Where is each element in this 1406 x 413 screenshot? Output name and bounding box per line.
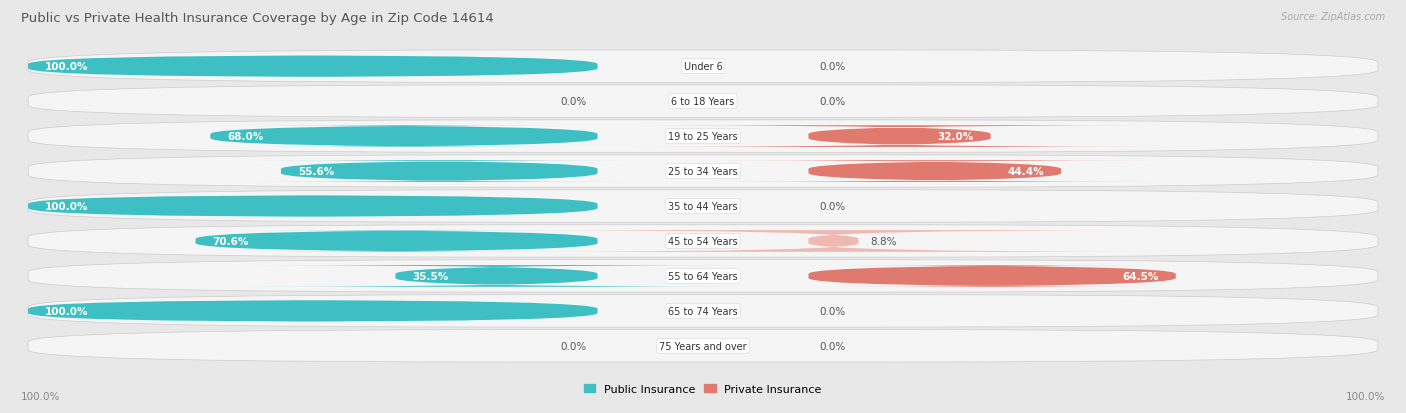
Text: Source: ZipAtlas.com: Source: ZipAtlas.com bbox=[1281, 12, 1385, 22]
Text: 0.0%: 0.0% bbox=[560, 341, 586, 351]
Text: 100.0%: 100.0% bbox=[45, 202, 89, 211]
FancyBboxPatch shape bbox=[28, 295, 1378, 328]
FancyBboxPatch shape bbox=[28, 121, 1378, 153]
Text: 55 to 64 Years: 55 to 64 Years bbox=[668, 271, 738, 281]
Text: 75 Years and over: 75 Years and over bbox=[659, 341, 747, 351]
FancyBboxPatch shape bbox=[246, 266, 747, 287]
Text: 100.0%: 100.0% bbox=[1346, 391, 1385, 401]
FancyBboxPatch shape bbox=[246, 161, 633, 183]
Text: 25 to 34 Years: 25 to 34 Years bbox=[668, 166, 738, 177]
FancyBboxPatch shape bbox=[28, 225, 1378, 258]
Text: 100.0%: 100.0% bbox=[45, 306, 89, 316]
Text: 70.6%: 70.6% bbox=[212, 236, 249, 247]
FancyBboxPatch shape bbox=[28, 155, 1378, 188]
FancyBboxPatch shape bbox=[808, 266, 1175, 287]
Text: Under 6: Under 6 bbox=[683, 62, 723, 72]
FancyBboxPatch shape bbox=[28, 56, 598, 78]
FancyBboxPatch shape bbox=[28, 300, 598, 322]
FancyBboxPatch shape bbox=[710, 161, 1160, 183]
FancyBboxPatch shape bbox=[195, 230, 598, 252]
FancyBboxPatch shape bbox=[28, 85, 1378, 118]
Text: 100.0%: 100.0% bbox=[45, 62, 89, 72]
Text: 0.0%: 0.0% bbox=[820, 202, 846, 211]
Text: 44.4%: 44.4% bbox=[1008, 166, 1045, 177]
Text: 8.8%: 8.8% bbox=[870, 236, 896, 247]
Text: 45 to 54 Years: 45 to 54 Years bbox=[668, 236, 738, 247]
Text: 64.5%: 64.5% bbox=[1122, 271, 1159, 281]
Text: 0.0%: 0.0% bbox=[560, 97, 586, 107]
Text: Public vs Private Health Insurance Coverage by Age in Zip Code 14614: Public vs Private Health Insurance Cover… bbox=[21, 12, 494, 25]
Text: 6 to 18 Years: 6 to 18 Years bbox=[672, 97, 734, 107]
Text: 55.6%: 55.6% bbox=[298, 166, 335, 177]
FancyBboxPatch shape bbox=[28, 260, 1378, 292]
Text: 0.0%: 0.0% bbox=[820, 97, 846, 107]
Text: 0.0%: 0.0% bbox=[820, 341, 846, 351]
FancyBboxPatch shape bbox=[508, 230, 1160, 252]
Text: 65 to 74 Years: 65 to 74 Years bbox=[668, 306, 738, 316]
Text: 35 to 44 Years: 35 to 44 Years bbox=[668, 202, 738, 211]
Text: 68.0%: 68.0% bbox=[228, 132, 263, 142]
FancyBboxPatch shape bbox=[211, 126, 598, 147]
FancyBboxPatch shape bbox=[28, 51, 1378, 83]
Text: 35.5%: 35.5% bbox=[412, 271, 449, 281]
Text: 32.0%: 32.0% bbox=[938, 132, 974, 142]
FancyBboxPatch shape bbox=[28, 190, 1378, 223]
Text: 19 to 25 Years: 19 to 25 Years bbox=[668, 132, 738, 142]
Text: 0.0%: 0.0% bbox=[820, 306, 846, 316]
FancyBboxPatch shape bbox=[640, 126, 1160, 147]
Legend: Public Insurance, Private Insurance: Public Insurance, Private Insurance bbox=[579, 380, 827, 399]
FancyBboxPatch shape bbox=[28, 330, 1378, 362]
Text: 0.0%: 0.0% bbox=[820, 62, 846, 72]
FancyBboxPatch shape bbox=[28, 196, 598, 217]
Text: 100.0%: 100.0% bbox=[21, 391, 60, 401]
